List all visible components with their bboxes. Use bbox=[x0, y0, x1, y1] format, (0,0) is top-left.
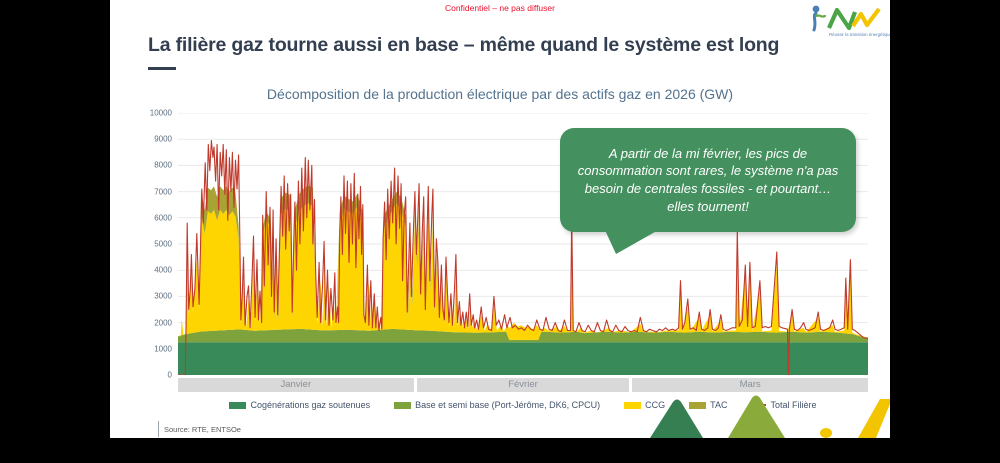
legend-swatch bbox=[394, 401, 412, 409]
legend-swatch bbox=[624, 401, 642, 409]
y-tick-label: 9000 bbox=[154, 134, 172, 144]
y-tick-label: 4000 bbox=[154, 265, 172, 275]
decorative-nw-icon bbox=[650, 395, 890, 438]
month-segment-mars: Mars bbox=[632, 378, 868, 392]
page-title: La filière gaz tourne aussi en base – mê… bbox=[148, 34, 780, 56]
y-tick-label: 1000 bbox=[154, 344, 172, 354]
slide: Confidentiel – ne pas diffuser Réussir l… bbox=[110, 0, 890, 438]
legend-item: CCG bbox=[624, 400, 665, 410]
legend-label: Cogénérations gaz soutenues bbox=[250, 400, 371, 410]
title-underline bbox=[148, 67, 176, 70]
chart-legend: Cogénérations gaz soutenues Base et semi … bbox=[158, 398, 888, 412]
source-note: Source: RTE, ENTSOe bbox=[164, 425, 241, 434]
confidential-banner: Confidentiel – ne pas diffuser bbox=[445, 3, 555, 13]
logo-tagline: Réussir la transition énergétique bbox=[829, 32, 890, 37]
company-logo: Réussir la transition énergétique bbox=[808, 3, 890, 39]
month-segment-janvier: Janvier bbox=[178, 378, 414, 392]
callout-bubble: A partir de la mi février, les pics de c… bbox=[560, 128, 856, 232]
y-tick-label: 6000 bbox=[154, 213, 172, 223]
x-axis-month-band: Janvier Février Mars bbox=[178, 378, 868, 392]
total-filiere-line bbox=[178, 139, 868, 375]
legend-label: TAC bbox=[710, 400, 728, 410]
legend-item: TAC bbox=[689, 400, 727, 410]
nw-logo-icon: Réussir la transition énergétique bbox=[812, 5, 890, 37]
decorative-logo-shapes bbox=[630, 395, 890, 438]
callout-tail bbox=[604, 228, 662, 254]
legend-label: Total Filière bbox=[770, 400, 817, 410]
legend-label: CCG bbox=[645, 400, 666, 410]
source-divider bbox=[158, 421, 159, 437]
area-base-semibase bbox=[178, 328, 868, 343]
legend-label: Base et semi base (Port-Jérôme, DK6, CPC… bbox=[415, 400, 601, 410]
legend-swatch bbox=[229, 401, 247, 409]
y-tick-label: 7000 bbox=[154, 187, 172, 197]
y-axis-labels: 0 1000 2000 3000 4000 5000 6000 7000 8000 9000 100… bbox=[134, 109, 172, 380]
area-cogenerations bbox=[178, 342, 868, 375]
y-tick-label: 5000 bbox=[154, 239, 172, 249]
legend-item: Cogénérations gaz soutenues bbox=[229, 400, 370, 410]
legend-item: Base et semi base (Port-Jérôme, DK6, CPC… bbox=[394, 400, 600, 410]
y-tick-label: 0 bbox=[167, 370, 172, 380]
area-ccg bbox=[178, 203, 868, 340]
chart-title: Décomposition de la production électriqu… bbox=[266, 86, 734, 102]
legend-swatch bbox=[689, 401, 707, 409]
month-segment-février: Février bbox=[416, 378, 630, 392]
y-tick-label: 8000 bbox=[154, 160, 172, 170]
y-tick-label: 3000 bbox=[154, 291, 172, 301]
y-tick-label: 2000 bbox=[154, 318, 172, 328]
y-tick-label: 10000 bbox=[149, 108, 172, 118]
